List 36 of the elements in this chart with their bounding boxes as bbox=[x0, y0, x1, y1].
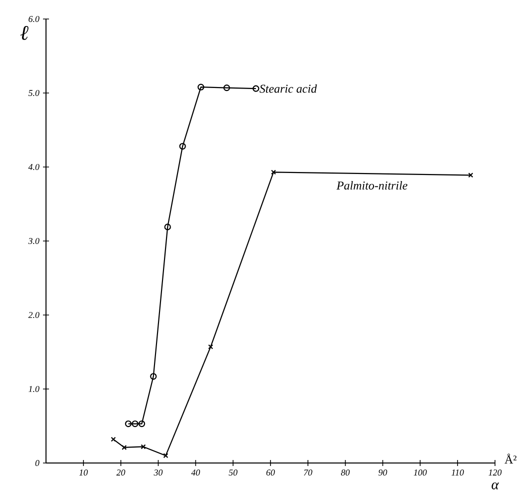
point bbox=[138, 420, 146, 428]
x-tick-label: 100 bbox=[414, 470, 427, 476]
point bbox=[164, 224, 171, 230]
x-tick-label: 90 bbox=[378, 470, 388, 476]
x-tick-label: 70 bbox=[304, 470, 312, 476]
point bbox=[122, 444, 127, 450]
x-tick-label: 110 bbox=[452, 470, 464, 476]
y-tick-label: 5.0 bbox=[28, 90, 40, 96]
text: Å² bbox=[504, 454, 516, 464]
x-tick-label: 30 bbox=[154, 470, 163, 476]
point bbox=[163, 453, 168, 458]
point bbox=[132, 420, 138, 428]
x-tick-label: 60 bbox=[266, 470, 275, 476]
y-tick-label: 1.0 bbox=[28, 386, 40, 392]
y-tick-label: 3.0 bbox=[28, 238, 40, 244]
series-label: Palmito-nitrile bbox=[336, 181, 408, 190]
point bbox=[140, 444, 146, 450]
x-tick-label: 80 bbox=[341, 470, 350, 476]
x-tick-label: 50 bbox=[228, 470, 238, 476]
x-axis-title: α bbox=[492, 482, 500, 490]
x-tick-label: 20 bbox=[116, 470, 126, 476]
point bbox=[179, 142, 186, 150]
point bbox=[208, 344, 214, 350]
y-tick-label: 2.0 bbox=[28, 312, 40, 318]
x-tick-label: 120 bbox=[488, 470, 502, 476]
point bbox=[198, 84, 204, 90]
x-tick-label: 10 bbox=[79, 470, 88, 476]
x-tick-label: 40 bbox=[191, 470, 200, 476]
point bbox=[223, 84, 230, 92]
point bbox=[270, 170, 276, 175]
y-tick-label: 0 bbox=[35, 460, 40, 466]
y-tick-label: 4.0 bbox=[28, 164, 40, 170]
series-label: Stearic acid bbox=[260, 84, 317, 93]
y-axis-title: ℓ bbox=[20, 26, 28, 40]
point bbox=[150, 373, 157, 380]
y-tick-label: 6.0 bbox=[28, 16, 40, 22]
